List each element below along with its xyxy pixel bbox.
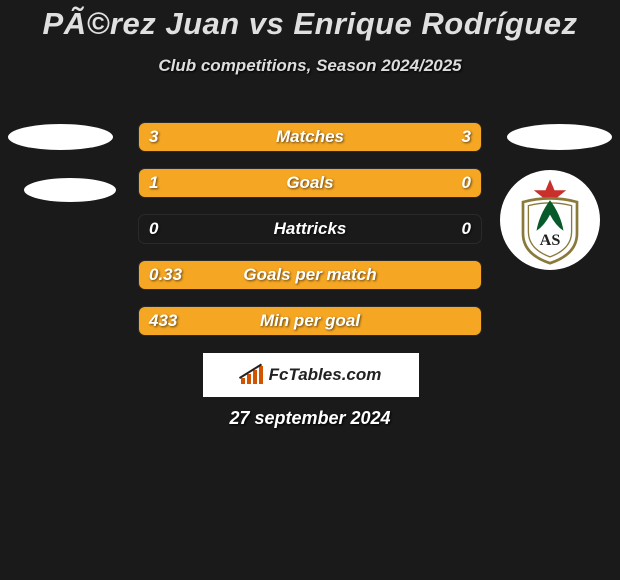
stat-value-right: 0 xyxy=(462,173,471,193)
stats-panel: 3 Matches 3 1 Goals 0 0 Hattricks 0 0.33… xyxy=(138,122,482,352)
stat-row-goals: 1 Goals 0 xyxy=(138,168,482,198)
comparison-card: PÃ©rez Juan vs Enrique Rodríguez Club co… xyxy=(0,0,620,580)
player-right-club-crest: AS xyxy=(500,170,600,270)
subtitle: Club competitions, Season 2024/2025 xyxy=(0,56,620,76)
brand-badge[interactable]: FcTables.com xyxy=(203,353,419,397)
stat-label: Goals xyxy=(139,173,481,193)
stat-row-min-per-goal: 433 Min per goal xyxy=(138,306,482,336)
bar-chart-icon xyxy=(241,366,265,384)
stat-label: Hattricks xyxy=(139,219,481,239)
stat-value-right: 0 xyxy=(462,219,471,239)
stat-value-right: 3 xyxy=(462,127,471,147)
svg-text:AS: AS xyxy=(540,231,561,249)
stat-row-goals-per-match: 0.33 Goals per match xyxy=(138,260,482,290)
page-title: PÃ©rez Juan vs Enrique Rodríguez xyxy=(0,6,620,42)
player-left-avatar-placeholder-1 xyxy=(8,124,113,150)
date-text: 27 september 2024 xyxy=(0,408,620,429)
stat-row-matches: 3 Matches 3 xyxy=(138,122,482,152)
player-left-avatar-placeholder-2 xyxy=(24,178,116,202)
brand-text: FcTables.com xyxy=(269,365,382,385)
stat-label: Min per goal xyxy=(139,311,481,331)
player-right-avatar-placeholder xyxy=(507,124,612,150)
stat-row-hattricks: 0 Hattricks 0 xyxy=(138,214,482,244)
stat-label: Goals per match xyxy=(139,265,481,285)
stat-label: Matches xyxy=(139,127,481,147)
shield-crest-icon: AS xyxy=(505,175,595,265)
